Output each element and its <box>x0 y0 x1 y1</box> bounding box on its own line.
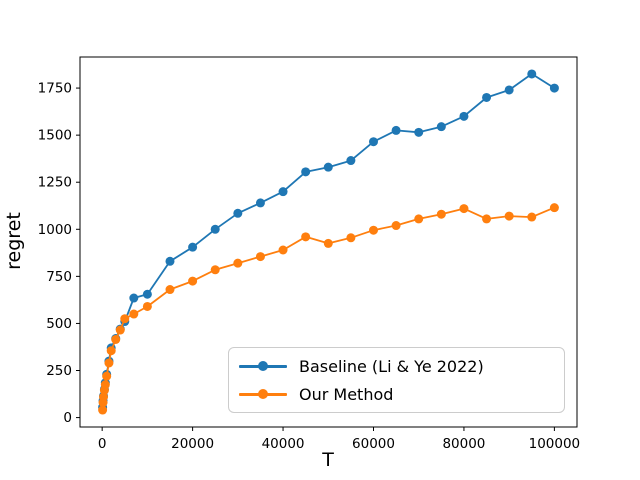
legend-entry-our-method: Our Method <box>239 380 554 408</box>
x-axis-label: T <box>322 449 334 471</box>
y-axis-label: regret <box>3 212 25 270</box>
svg-text:1500: 1500 <box>38 128 72 144</box>
legend-label-our-method: Our Method <box>299 384 394 404</box>
svg-text:20000: 20000 <box>171 436 214 452</box>
svg-text:250: 250 <box>46 363 72 379</box>
legend-line-sample-our-method <box>239 389 287 399</box>
svg-text:40000: 40000 <box>262 436 305 452</box>
legend-label-baseline: Baseline (Li & Ye 2022) <box>299 356 484 376</box>
svg-text:0: 0 <box>63 410 72 426</box>
svg-text:750: 750 <box>46 269 72 285</box>
svg-text:60000: 60000 <box>352 436 395 452</box>
legend-marker-icon <box>258 361 268 371</box>
svg-text:500: 500 <box>46 316 72 332</box>
svg-text:1250: 1250 <box>38 175 72 191</box>
svg-text:100000: 100000 <box>529 436 581 452</box>
legend-marker-icon <box>258 389 268 399</box>
legend-line-sample-baseline <box>239 361 287 371</box>
legend-entry-baseline: Baseline (Li & Ye 2022) <box>239 352 554 380</box>
svg-text:1750: 1750 <box>38 81 72 97</box>
legend: Baseline (Li & Ye 2022) Our Method <box>228 347 565 413</box>
svg-text:1000: 1000 <box>38 222 72 238</box>
svg-text:0: 0 <box>98 436 107 452</box>
svg-text:80000: 80000 <box>442 436 485 452</box>
